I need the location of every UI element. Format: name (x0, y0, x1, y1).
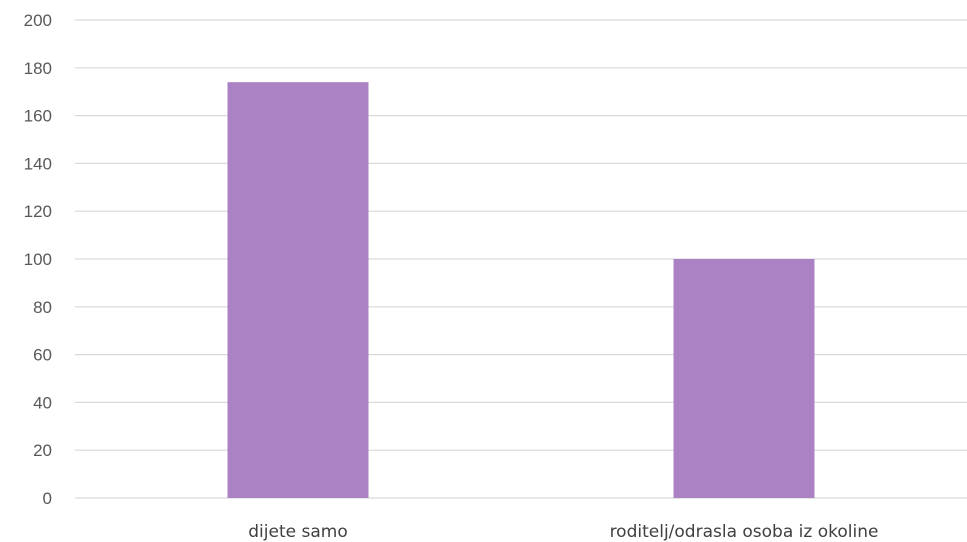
y-axis-tick-labels: 0 20 40 60 80 100 120 140 160 180 200 (24, 11, 52, 508)
bar (227, 82, 369, 498)
y-tick-label: 100 (24, 250, 52, 269)
bar (673, 259, 815, 498)
y-tick-label: 160 (24, 107, 52, 126)
x-category-label: dijete samo (248, 522, 347, 542)
y-tick-label: 40 (33, 393, 52, 412)
y-tick-label: 140 (24, 154, 52, 173)
y-tick-label: 0 (43, 489, 52, 508)
x-category-label: roditelj/odrasla osoba iz okoline (610, 522, 879, 542)
y-tick-label: 180 (24, 59, 52, 78)
y-tick-label: 60 (33, 346, 52, 365)
bars (227, 82, 815, 498)
y-tick-label: 20 (33, 441, 52, 460)
y-tick-label: 80 (33, 298, 52, 317)
y-tick-label: 120 (24, 202, 52, 221)
y-tick-label: 200 (24, 11, 52, 30)
gridlines (75, 19, 967, 499)
x-axis-category-labels: dijete samo roditelj/odrasla osoba iz oko… (248, 522, 878, 542)
